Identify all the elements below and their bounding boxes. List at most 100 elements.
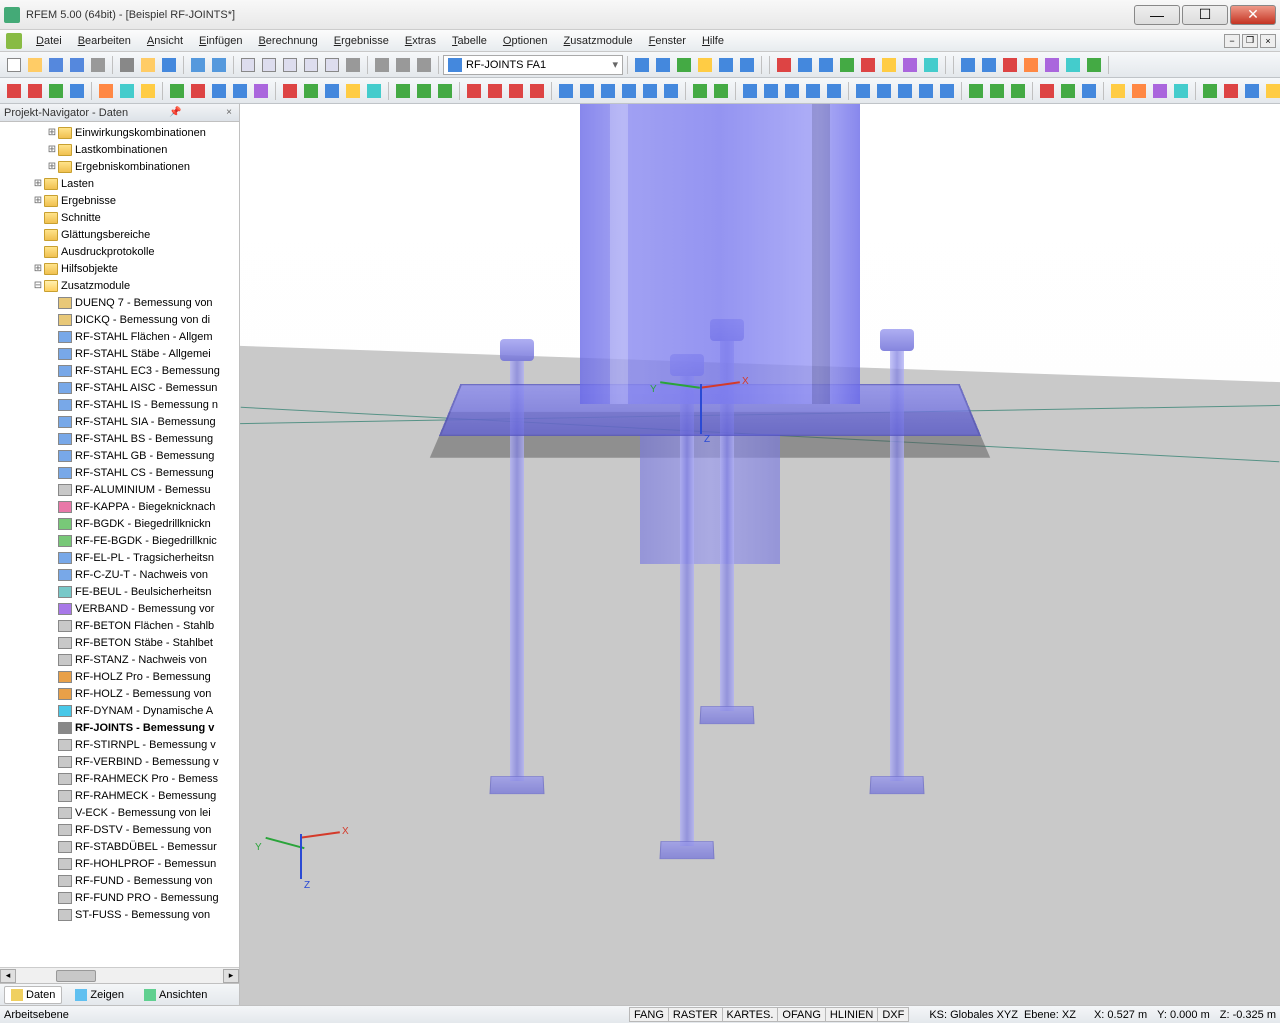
toolbar-button[interactable] bbox=[1008, 81, 1028, 101]
toolbar-button[interactable] bbox=[301, 81, 321, 101]
toolbar-button[interactable] bbox=[774, 55, 794, 75]
toolbar-button[interactable] bbox=[527, 81, 547, 101]
tree-item[interactable]: Ausdruckprotokolle bbox=[0, 243, 239, 260]
toolbar-button[interactable] bbox=[464, 81, 484, 101]
toolbar-button[interactable] bbox=[159, 55, 179, 75]
menu-extras[interactable]: Extras bbox=[397, 33, 444, 49]
toolbar-button[interactable] bbox=[577, 81, 597, 101]
toolbar-button[interactable] bbox=[1058, 81, 1078, 101]
toolbar-button[interactable] bbox=[556, 81, 576, 101]
toolbar-button[interactable] bbox=[598, 81, 618, 101]
navigator-tree[interactable]: ⊞Einwirkungskombinationen⊞Lastkombinatio… bbox=[0, 122, 239, 967]
menu-optionen[interactable]: Optionen bbox=[495, 33, 556, 49]
tree-item[interactable]: ⊟Zusatzmodule bbox=[0, 277, 239, 294]
toolbar-button[interactable] bbox=[816, 55, 836, 75]
toolbar-button[interactable] bbox=[138, 81, 158, 101]
toolbar-button[interactable] bbox=[761, 81, 781, 101]
toolbar-button[interactable] bbox=[414, 81, 434, 101]
toolbar-button[interactable] bbox=[1000, 55, 1020, 75]
toolbar-button[interactable] bbox=[879, 55, 899, 75]
tree-item[interactable]: RF-HOLZ - Bemessung von bbox=[0, 685, 239, 702]
toolbar-button[interactable] bbox=[1108, 81, 1128, 101]
expand-icon[interactable]: ⊞ bbox=[46, 144, 58, 155]
menu-hilfe[interactable]: Hilfe bbox=[694, 33, 732, 49]
tree-item[interactable]: RF-STAHL Stäbe - Allgemei bbox=[0, 345, 239, 362]
toolbar-button[interactable] bbox=[393, 81, 413, 101]
toolbar-button[interactable] bbox=[322, 55, 342, 75]
tree-item[interactable]: RF-STANZ - Nachweis von bbox=[0, 651, 239, 668]
tree-item[interactable]: RF-BETON Flächen - Stahlb bbox=[0, 617, 239, 634]
menu-ansicht[interactable]: Ansicht bbox=[139, 33, 191, 49]
tree-item[interactable]: RF-STAHL AISC - Bemessun bbox=[0, 379, 239, 396]
toolbar-button[interactable] bbox=[88, 55, 108, 75]
toolbar-button[interactable] bbox=[795, 55, 815, 75]
tree-item[interactable]: RF-FUND - Bemessung von bbox=[0, 872, 239, 889]
toolbar-button[interactable] bbox=[824, 81, 844, 101]
close-button[interactable]: ✕ bbox=[1230, 5, 1276, 25]
toolbar-button[interactable] bbox=[96, 81, 116, 101]
menu-einfügen[interactable]: Einfügen bbox=[191, 33, 250, 49]
toolbar-button[interactable] bbox=[117, 55, 137, 75]
toolbar-button[interactable] bbox=[921, 55, 941, 75]
tree-item[interactable]: DUENQ 7 - Bemessung von bbox=[0, 294, 239, 311]
expand-icon[interactable]: ⊞ bbox=[32, 195, 44, 206]
toolbar-button[interactable] bbox=[966, 81, 986, 101]
toolbar-button[interactable] bbox=[900, 55, 920, 75]
tree-item[interactable]: V-ECK - Bemessung von lei bbox=[0, 804, 239, 821]
tree-item[interactable]: DICKQ - Bemessung von di bbox=[0, 311, 239, 328]
toolbar-button[interactable] bbox=[167, 81, 187, 101]
toolbar-button[interactable] bbox=[138, 55, 158, 75]
tree-item[interactable]: RF-BETON Stäbe - Stahlbet bbox=[0, 634, 239, 651]
toolbar-button[interactable] bbox=[46, 81, 66, 101]
mdi-minimize[interactable]: − bbox=[1224, 34, 1240, 48]
minimize-button[interactable]: — bbox=[1134, 5, 1180, 25]
toolbar-button[interactable] bbox=[1037, 81, 1057, 101]
toolbar-button[interactable] bbox=[67, 81, 87, 101]
toolbar-button[interactable] bbox=[1042, 55, 1062, 75]
nav-tab-ansichten[interactable]: Ansichten bbox=[137, 986, 214, 1004]
scroll-left-icon[interactable]: ◂ bbox=[0, 969, 16, 983]
toolbar-button[interactable] bbox=[740, 81, 760, 101]
tree-item[interactable]: RF-STABDÜBEL - Bemessur bbox=[0, 838, 239, 855]
tree-item[interactable]: RF-STAHL CS - Bemessung bbox=[0, 464, 239, 481]
menu-ergebnisse[interactable]: Ergebnisse bbox=[326, 33, 397, 49]
viewport-3d[interactable]: X Y Z X Y Z bbox=[240, 104, 1280, 1005]
tree-item[interactable]: RF-RAHMECK Pro - Bemess bbox=[0, 770, 239, 787]
status-toggle-kartes.[interactable]: KARTES. bbox=[722, 1007, 779, 1022]
toolbar-button[interactable] bbox=[782, 81, 802, 101]
toolbar-button[interactable] bbox=[4, 55, 24, 75]
menu-tabelle[interactable]: Tabelle bbox=[444, 33, 495, 49]
toolbar-button[interactable] bbox=[506, 81, 526, 101]
toolbar-button[interactable] bbox=[259, 55, 279, 75]
toolbar-button[interactable] bbox=[737, 55, 757, 75]
expand-icon[interactable]: ⊞ bbox=[46, 127, 58, 138]
status-toggle-hlinien[interactable]: HLINIEN bbox=[825, 1007, 878, 1022]
expand-icon[interactable]: ⊞ bbox=[46, 161, 58, 172]
tree-item[interactable]: RF-VERBIND - Bemessung v bbox=[0, 753, 239, 770]
tree-item[interactable]: RF-STIRNPL - Bemessung v bbox=[0, 736, 239, 753]
toolbar-button[interactable] bbox=[1150, 81, 1170, 101]
toolbar-button[interactable] bbox=[4, 81, 24, 101]
scroll-thumb[interactable] bbox=[56, 970, 96, 982]
toolbar-button[interactable] bbox=[1242, 81, 1262, 101]
toolbar-button[interactable] bbox=[372, 55, 392, 75]
status-toggle-dxf[interactable]: DXF bbox=[877, 1007, 909, 1022]
mdi-restore[interactable]: ❐ bbox=[1242, 34, 1258, 48]
tree-item[interactable]: FE-BEUL - Beulsicherheitsn bbox=[0, 583, 239, 600]
tree-item[interactable]: RF-STAHL GB - Bemessung bbox=[0, 447, 239, 464]
toolbar-button[interactable] bbox=[874, 81, 894, 101]
menu-bearbeiten[interactable]: Bearbeiten bbox=[70, 33, 139, 49]
tree-item[interactable]: RF-HOLZ Pro - Bemessung bbox=[0, 668, 239, 685]
maximize-button[interactable]: ☐ bbox=[1182, 5, 1228, 25]
tree-item[interactable]: RF-FE-BGDK - Biegedrillknic bbox=[0, 532, 239, 549]
toolbar-button[interactable] bbox=[858, 55, 878, 75]
toolbar-button[interactable] bbox=[1021, 55, 1041, 75]
toolbar-button[interactable] bbox=[853, 81, 873, 101]
toolbar-button[interactable] bbox=[803, 81, 823, 101]
toolbar-button[interactable] bbox=[958, 55, 978, 75]
toolbar-button[interactable] bbox=[251, 81, 271, 101]
nav-tab-daten[interactable]: Daten bbox=[4, 986, 62, 1004]
tree-item[interactable]: ⊞Einwirkungskombinationen bbox=[0, 124, 239, 141]
toolbar-button[interactable] bbox=[188, 55, 208, 75]
toolbar-button[interactable] bbox=[435, 81, 455, 101]
